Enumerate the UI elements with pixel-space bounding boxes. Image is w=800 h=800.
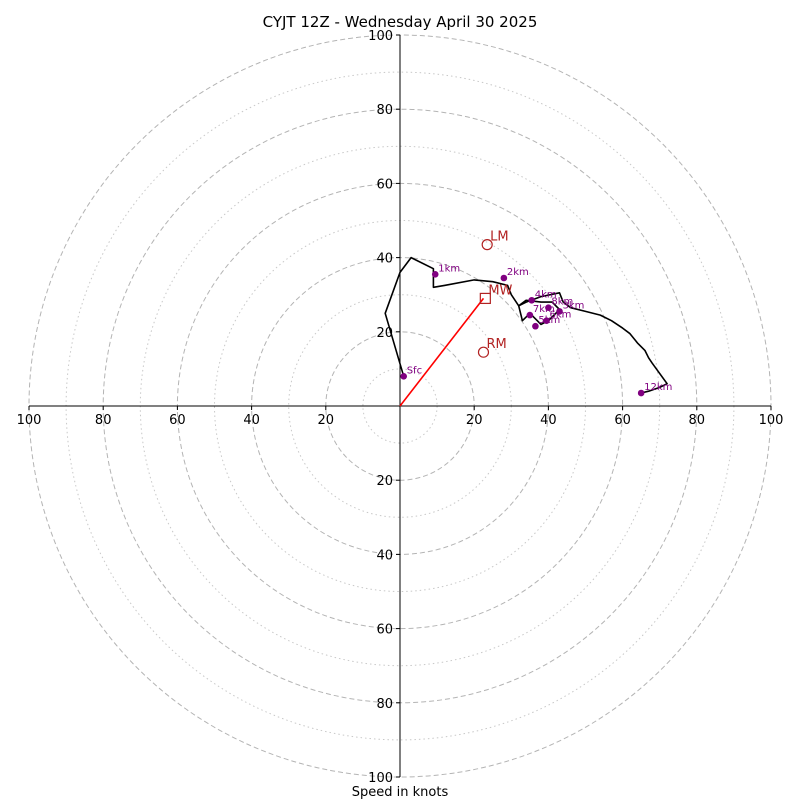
y-tick-label: 80	[376, 697, 393, 712]
x-tick-label: 40	[540, 413, 557, 428]
height-label-8km: 8km	[551, 297, 573, 308]
motion-label-mw: MW	[488, 283, 512, 298]
height-label-12km: 12km	[644, 382, 672, 393]
y-tick-label: 20	[376, 474, 393, 489]
x-tick-label: 100	[759, 413, 784, 428]
height-label-7km: 7km	[533, 304, 555, 315]
y-tick-label: 100	[368, 29, 393, 44]
motion-marker-lm	[481, 239, 493, 251]
axes: 100 100 80 80 60 60 40 40 20 20 20 20 40 40 60 60 80 80 10…	[17, 29, 784, 786]
y-tick-label: 60	[376, 177, 393, 192]
height-marker-6km	[543, 317, 550, 324]
shear-vector	[399, 297, 485, 407]
height-marker-3km	[556, 308, 563, 315]
x-tick-label: 60	[614, 413, 631, 428]
y-tick-label: 20	[376, 326, 393, 341]
y-tick-label: 100	[368, 771, 393, 786]
motion-marker-rm	[477, 346, 490, 358]
x-tick-label: 100	[17, 413, 42, 428]
height-marker-2km	[500, 274, 508, 282]
height-label-1km: 1km	[438, 263, 460, 274]
y-tick-label: 60	[376, 623, 393, 638]
height-marker-12km	[637, 389, 645, 397]
height-marker-8km	[545, 304, 552, 311]
height-label-3km: 3km	[563, 300, 585, 311]
storm-motion-markers: LM MW RM	[477, 230, 513, 358]
y-tick-label: 80	[376, 103, 393, 118]
x-tick-label: 80	[689, 413, 706, 428]
height-marker-5km	[532, 322, 539, 330]
motion-label-rm: RM	[486, 337, 506, 352]
motion-marker-mw	[479, 292, 491, 305]
x-axis-label: Speed in knots	[352, 785, 449, 800]
x-tick-label: 40	[243, 413, 260, 428]
motion-label-lm: LM	[490, 230, 508, 245]
height-marker-1km	[431, 270, 439, 278]
height-label-4km: 4km	[535, 289, 557, 300]
x-tick-label: 80	[95, 413, 112, 428]
height-label-sfc: Sfc	[407, 365, 422, 376]
shear-vector-line	[399, 297, 485, 407]
y-tick-label: 40	[376, 252, 393, 267]
height-marker-4km	[528, 296, 536, 304]
height-marker-7km	[526, 311, 534, 319]
x-tick-label: 20	[318, 413, 335, 428]
chart-title: CYJT 12Z - Wednesday April 30 2025	[263, 13, 538, 31]
height-marker-sfc	[400, 373, 408, 380]
x-tick-label: 20	[466, 413, 483, 428]
y-tick-label: 40	[376, 548, 393, 563]
height-label-6km: 6km	[550, 310, 572, 321]
x-tick-label: 60	[169, 413, 186, 428]
height-label-2km: 2km	[507, 267, 529, 278]
height-markers: Sfc1km2km3km4km5km6km7km8km12km	[400, 263, 672, 397]
